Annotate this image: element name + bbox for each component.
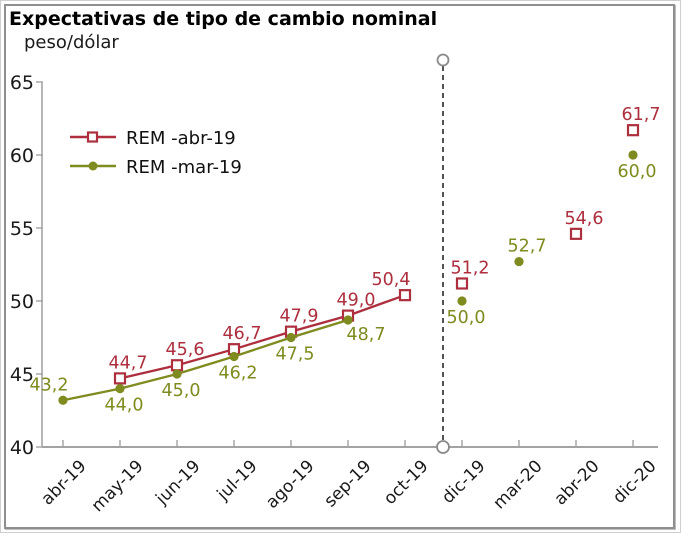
x-tick-label: jun-19 [151,456,204,509]
y-tick-label: 65 [10,72,34,94]
data-point-label-rem-abr-19: 50,4 [372,270,411,290]
data-point-marker-rem-mar-19 [172,369,182,379]
x-tick-label: dic-19 [438,456,489,507]
data-point-label-rem-mar-19: 44,0 [105,396,144,416]
data-point-label-rem-mar-19: 52,7 [508,237,547,257]
x-tick-label: may-19 [88,456,148,516]
divider-endpoint-circle-bottom [436,440,450,454]
data-point-marker-rem-mar-19 [229,351,239,362]
data-point-label-rem-mar-19: 60,0 [618,162,657,182]
data-point-label-rem-abr-19: 54,6 [565,209,604,229]
data-point-label-rem-abr-19: 49,0 [337,291,376,311]
y-tick-label: 50 [10,291,34,313]
data-point-label-rem-mar-19: 50,0 [447,308,486,328]
data-point-marker-rem-mar-19 [115,384,125,394]
data-point-label-rem-abr-19: 44,7 [109,353,148,373]
data-point-marker-rem-mar-19 [628,150,638,160]
x-tick-label: abr-19 [38,456,91,509]
x-tick-label: jul-19 [213,456,262,505]
data-point-marker-rem-abr-19 [113,372,127,385]
x-tick-label: sep-19 [320,456,375,511]
legend-label: REM -mar-19 [126,157,242,178]
legend-marker [88,161,98,171]
x-tick-label: oct-19 [380,456,432,508]
data-point-label-rem-abr-19: 51,2 [451,258,490,278]
data-point-marker-rem-mar-19 [343,315,353,325]
data-point-label-rem-abr-19: 61,7 [622,105,661,125]
y-tick-label: 55 [10,218,34,240]
x-tick-label: mar-20 [490,456,547,513]
data-point-marker-rem-mar-19 [514,256,524,267]
chart-window: Expectativas de tipo de cambio nominal p… [4,4,675,529]
y-tick-label: 60 [10,145,34,167]
x-tick-label: dic-20 [609,456,660,507]
data-point-label-rem-mar-19: 48,7 [347,325,386,345]
y-tick-label: 40 [10,437,34,459]
y-tick-label: 45 [10,364,34,386]
series-line-rem-abr-19 [119,294,406,380]
data-point-label-rem-mar-19: 47,5 [276,345,315,365]
data-point-marker-rem-abr-19 [569,227,583,240]
chart-title: Expectativas de tipo de cambio nominal [9,8,438,30]
data-point-marker-rem-abr-19 [455,277,469,290]
data-point-label-rem-abr-19: 45,6 [166,340,205,360]
data-point-label-rem-mar-19: 45,0 [162,381,201,401]
x-tick-label: ago-19 [262,456,318,512]
data-point-marker-rem-mar-19 [58,395,68,405]
legend-label: REM -abr-19 [126,128,236,149]
data-point-marker-rem-abr-19 [626,124,640,137]
data-point-label-rem-abr-19: 46,7 [223,324,262,344]
data-point-label-rem-mar-19: 43,2 [30,375,69,395]
series-line-rem-mar-19 [62,318,349,402]
data-point-marker-rem-mar-19 [457,296,467,306]
data-point-label-rem-abr-19: 47,9 [280,307,319,327]
chart-unit-label: peso/dólar [24,32,119,53]
data-point-marker-rem-abr-19 [398,289,412,302]
x-tick-label: abr-20 [551,456,604,509]
data-point-marker-rem-abr-19 [170,359,184,372]
legend-marker [86,131,99,143]
data-point-marker-rem-mar-19 [286,332,296,343]
data-point-label-rem-mar-19: 46,2 [219,363,258,383]
divider-endpoint-circle-top [436,53,450,67]
